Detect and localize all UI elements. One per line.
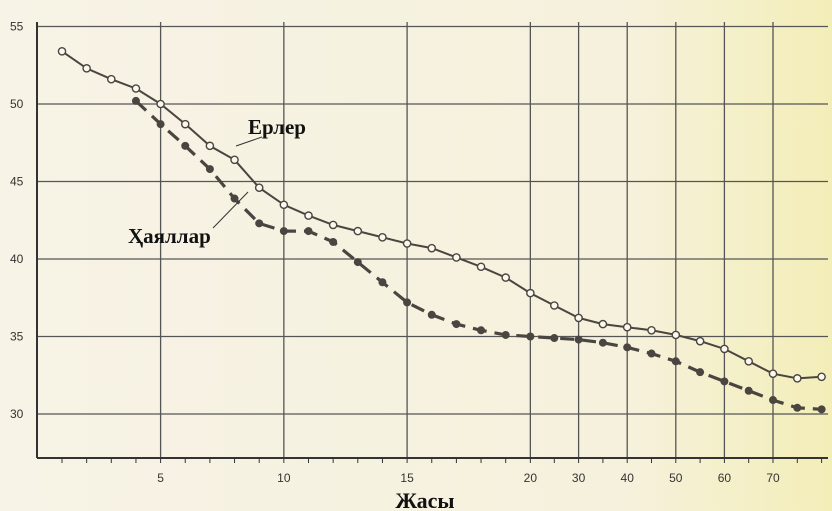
data-point [82,64,91,73]
data-point [427,310,436,319]
axes [36,22,828,463]
data-point [304,227,313,236]
x-tick-label: 30 [572,471,586,485]
data-point [205,141,215,151]
data-point [476,262,486,272]
x-tick-label: 60 [718,471,732,485]
data-point [501,273,511,282]
y-tick-label: 45 [10,175,24,189]
series-women [131,96,826,414]
data-point [255,219,264,228]
data-point [403,298,412,307]
data-point [598,319,608,329]
data-point [452,253,461,262]
data-point [550,334,559,343]
data-point [131,84,141,93]
data-point [230,155,239,165]
data-point [574,313,583,323]
data-point [353,226,363,236]
data-point [793,374,802,383]
data-point [671,357,680,366]
data-point [107,74,116,84]
y-tick-label: 40 [10,252,24,266]
y-tick-label: 55 [10,20,24,34]
data-point [230,194,239,203]
data-point [180,119,190,129]
data-point [574,335,583,344]
data-point [744,356,754,366]
x-tick-label: 20 [524,471,538,485]
data-point [720,344,729,354]
y-tick-label: 35 [10,330,24,344]
data-point [353,258,362,267]
data-point [205,165,214,174]
data-point [793,403,802,412]
data-point [329,237,338,246]
data-point [131,96,140,105]
data-point [328,220,338,230]
x-tick-label: 40 [621,471,635,485]
series-label-men-leader [235,136,263,147]
data-point [768,369,778,379]
data-point [156,99,165,109]
data-point [57,47,67,56]
data-point [647,325,656,335]
y-tick-label: 50 [10,97,24,111]
series-label-women: Ҳаяллар [128,224,211,248]
data-point [156,120,165,129]
data-point [526,332,535,341]
x-tick-label: 5 [157,471,164,485]
data-point [720,377,729,386]
data-point [452,320,461,329]
data-point [696,368,705,377]
x-tick-label: 70 [766,471,780,485]
data-point [817,405,826,414]
series-label-women-leader [212,191,249,229]
data-point [279,200,289,210]
data-point [402,239,412,248]
data-point [181,141,190,150]
data-point [623,343,632,352]
data-point [598,338,607,347]
x-tick-label: 50 [669,471,683,485]
data-point [279,227,288,236]
data-point [550,301,559,310]
data-point [477,326,486,335]
data-point [769,396,777,405]
x-tick-label: 15 [400,471,414,485]
y-tick-label: 30 [10,407,24,421]
data-point [254,183,264,192]
data-point [647,349,656,358]
data-point [695,336,705,346]
data-point [304,211,313,220]
data-point [671,330,681,340]
series [57,47,826,414]
data-point [427,243,437,253]
data-point [622,322,632,332]
data-point [378,278,387,287]
series-label-men: Ерлер [248,115,306,139]
data-point [526,288,535,298]
data-point [501,330,510,339]
data-point [378,232,387,242]
data-point [744,386,753,395]
data-point [817,372,826,382]
series-men [57,47,826,383]
x-tick-label: 10 [277,471,291,485]
x-axis-title: Жасы [395,488,454,511]
